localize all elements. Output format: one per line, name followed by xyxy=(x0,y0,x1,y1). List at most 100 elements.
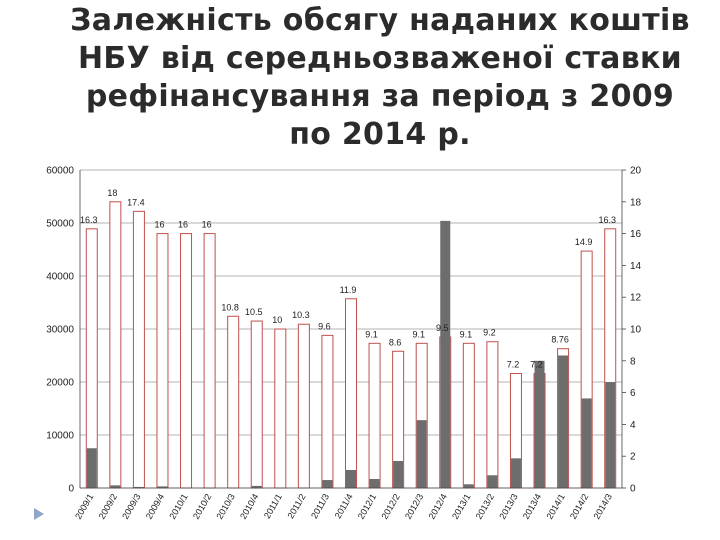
category-labels: 2009/1 2009/2 2009/3 2009/4 2010/1 2010/2 2010… xyxy=(73,492,614,521)
data-label: 16.3 xyxy=(598,215,616,225)
data-label: 16 xyxy=(178,220,188,230)
data-label: 9.1 xyxy=(460,329,473,339)
rate-bar xyxy=(156,233,169,489)
x-tick-label: 2012/1 xyxy=(356,492,378,521)
funds-bar xyxy=(369,478,380,488)
y-right-tick-label: 2 xyxy=(630,452,636,463)
x-tick-label: 2009/3 xyxy=(120,492,142,521)
x-tick-label: 2010/2 xyxy=(191,492,213,521)
data-label: 8.76 xyxy=(551,335,569,345)
data-label: 10 xyxy=(272,315,282,325)
title-line: рефінансування за період з 2009 xyxy=(85,79,675,114)
x-tick-label: 2013/2 xyxy=(474,492,496,521)
title-line: НБУ від середньозваженої ставки xyxy=(78,41,682,76)
x-tick-label: 2009/4 xyxy=(144,492,166,521)
x-tick-label: 2011/3 xyxy=(309,492,331,520)
y-left-tick-label: 30000 xyxy=(46,325,74,336)
funds-bar xyxy=(463,484,474,488)
funds-bar xyxy=(487,475,498,488)
axes: 0 10000 20000 30000 40000 50000 60000 0 2 4 6 8 10 12… xyxy=(46,166,641,495)
rate-bar xyxy=(297,323,310,489)
y-right-tick-label: 10 xyxy=(630,325,642,336)
funds-bar xyxy=(157,486,168,488)
data-label: 9.1 xyxy=(365,329,378,339)
y-left-tick-label: 60000 xyxy=(46,166,74,177)
y-right-tick-label: 0 xyxy=(630,484,636,495)
y-right-tick-label: 8 xyxy=(630,356,636,367)
data-label: 8.6 xyxy=(389,337,402,347)
funds-bar xyxy=(416,420,427,488)
x-tick-label: 2011/4 xyxy=(333,492,355,520)
rate-bar xyxy=(180,233,193,489)
data-label: 7.2 xyxy=(507,360,520,370)
data-labels: 16.3 18 17.4 16 16 16 10.8 10.5 10 10.3 9.6 11.9 9.1… xyxy=(80,188,616,370)
rate-bar xyxy=(250,320,263,489)
title-line: Залежність обсягу наданих коштів xyxy=(70,3,690,38)
data-label: 16 xyxy=(154,220,164,230)
funds-bar xyxy=(558,355,569,488)
funds-bar xyxy=(133,486,144,488)
y-right-tick-label: 16 xyxy=(630,229,642,240)
data-label: 7.2 xyxy=(530,360,543,370)
y-left-tick-label: 40000 xyxy=(46,272,74,283)
data-label: 18 xyxy=(107,188,117,198)
x-tick-label: 2010/1 xyxy=(167,492,189,521)
y-left-tick-label: 50000 xyxy=(46,219,74,230)
funds-bar xyxy=(393,460,404,488)
rate-bar xyxy=(345,298,357,489)
rate-bar xyxy=(227,315,240,489)
data-label: 9.6 xyxy=(318,321,331,331)
data-label: 17.4 xyxy=(127,197,145,207)
data-label: 16 xyxy=(202,220,212,230)
rate-bar xyxy=(109,201,122,489)
title-line: по 2014 р. xyxy=(289,117,471,152)
data-label: 10.8 xyxy=(221,302,239,312)
x-tick-label: 2009/1 xyxy=(73,492,95,521)
y-right-tick-label: 4 xyxy=(630,420,636,431)
x-tick-label: 2010/3 xyxy=(214,492,236,521)
x-tick-label: 2013/1 xyxy=(450,492,472,521)
funds-bar xyxy=(251,485,262,488)
bars xyxy=(85,201,617,489)
x-tick-label: 2014/3 xyxy=(592,492,614,521)
rate-bar xyxy=(132,210,145,489)
funds-bar xyxy=(510,458,521,488)
y-right-tick-label: 18 xyxy=(630,197,642,208)
funds-bar xyxy=(86,448,97,488)
rate-bar xyxy=(321,334,334,489)
x-tick-label: 2010/4 xyxy=(238,492,260,521)
data-label: 9.5 xyxy=(436,323,449,333)
nav-arrow-icon[interactable] xyxy=(34,508,44,520)
rate-bar xyxy=(368,342,381,489)
y-left-tick-label: 0 xyxy=(68,484,74,495)
funds-bar xyxy=(110,485,121,488)
data-label: 10.5 xyxy=(245,307,263,317)
x-tick-label: 2011/1 xyxy=(262,492,284,520)
funds-bar xyxy=(581,398,592,488)
data-label: 14.9 xyxy=(575,237,593,247)
funds-bar xyxy=(440,220,451,488)
funds-bar xyxy=(322,480,333,488)
y-left-tick-label: 20000 xyxy=(46,378,74,389)
y-right-tick-label: 14 xyxy=(630,261,642,272)
y-right-tick-label: 6 xyxy=(630,388,636,399)
chart-title: Залежність обсягу наданих коштів НБУ від… xyxy=(40,2,720,154)
rate-bar xyxy=(486,341,499,489)
y-right-tick-label: 12 xyxy=(630,293,642,304)
x-tick-label: 2012/3 xyxy=(403,492,425,521)
data-label: 16.3 xyxy=(80,215,98,225)
rate-bar xyxy=(274,328,287,489)
rate-bar xyxy=(203,233,216,489)
funds-bar xyxy=(346,469,356,488)
y-left-tick-label: 10000 xyxy=(46,431,74,442)
x-tick-label: 2012/2 xyxy=(379,492,401,521)
funds-bar xyxy=(605,382,616,488)
data-label: 9.1 xyxy=(412,329,425,339)
rate-bar xyxy=(462,342,475,489)
x-tick-label: 2014/2 xyxy=(568,492,590,521)
data-label: 11.9 xyxy=(340,285,357,295)
x-tick-label: 2013/4 xyxy=(521,492,543,521)
funds-bar xyxy=(534,360,545,488)
data-label: 9.2 xyxy=(483,328,496,338)
